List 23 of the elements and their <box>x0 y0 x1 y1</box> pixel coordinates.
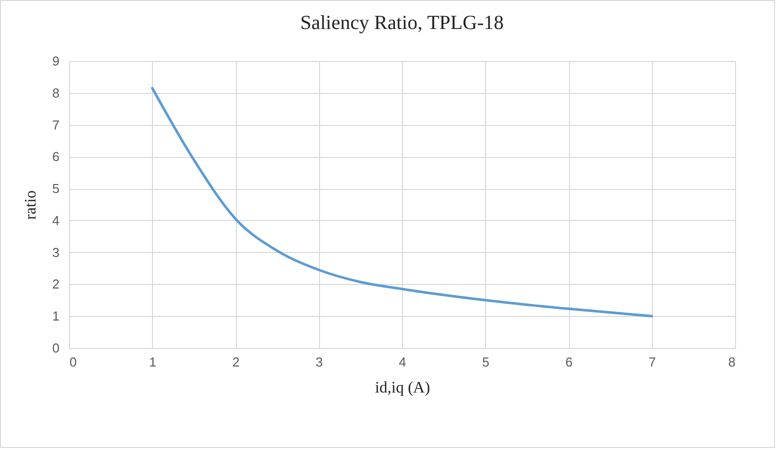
y-tick-label: 3 <box>52 244 60 260</box>
x-tick-label: 0 <box>70 354 77 370</box>
x-axis-title: id,iq (A) <box>374 380 430 396</box>
y-tick-label: 9 <box>52 54 60 68</box>
x-tick-label: 6 <box>565 354 573 370</box>
y-tick-label: 1 <box>52 308 60 324</box>
chart-title: Saliency Ratio, TPLG-18 <box>300 12 504 34</box>
x-tick-label: 8 <box>728 354 736 370</box>
y-tick-label: 6 <box>52 149 60 164</box>
y-tick-label: 0 <box>52 340 60 356</box>
y-tick-label: 2 <box>52 276 60 292</box>
y-tick-label: 5 <box>52 181 60 196</box>
x-tick-label: 2 <box>232 354 240 370</box>
x-tick-label: 3 <box>316 354 323 370</box>
x-tick-label: 4 <box>398 354 406 370</box>
y-tick-label: 8 <box>52 85 60 100</box>
y-axis-title: ratio <box>22 190 40 220</box>
x-tick-label: 5 <box>482 354 490 370</box>
x-tick-label: 7 <box>648 354 656 370</box>
y-tick-label: 4 <box>52 212 60 228</box>
x-tick-label: 1 <box>149 354 156 370</box>
y-tick-label: 7 <box>52 117 60 132</box>
line-series <box>151 86 653 318</box>
